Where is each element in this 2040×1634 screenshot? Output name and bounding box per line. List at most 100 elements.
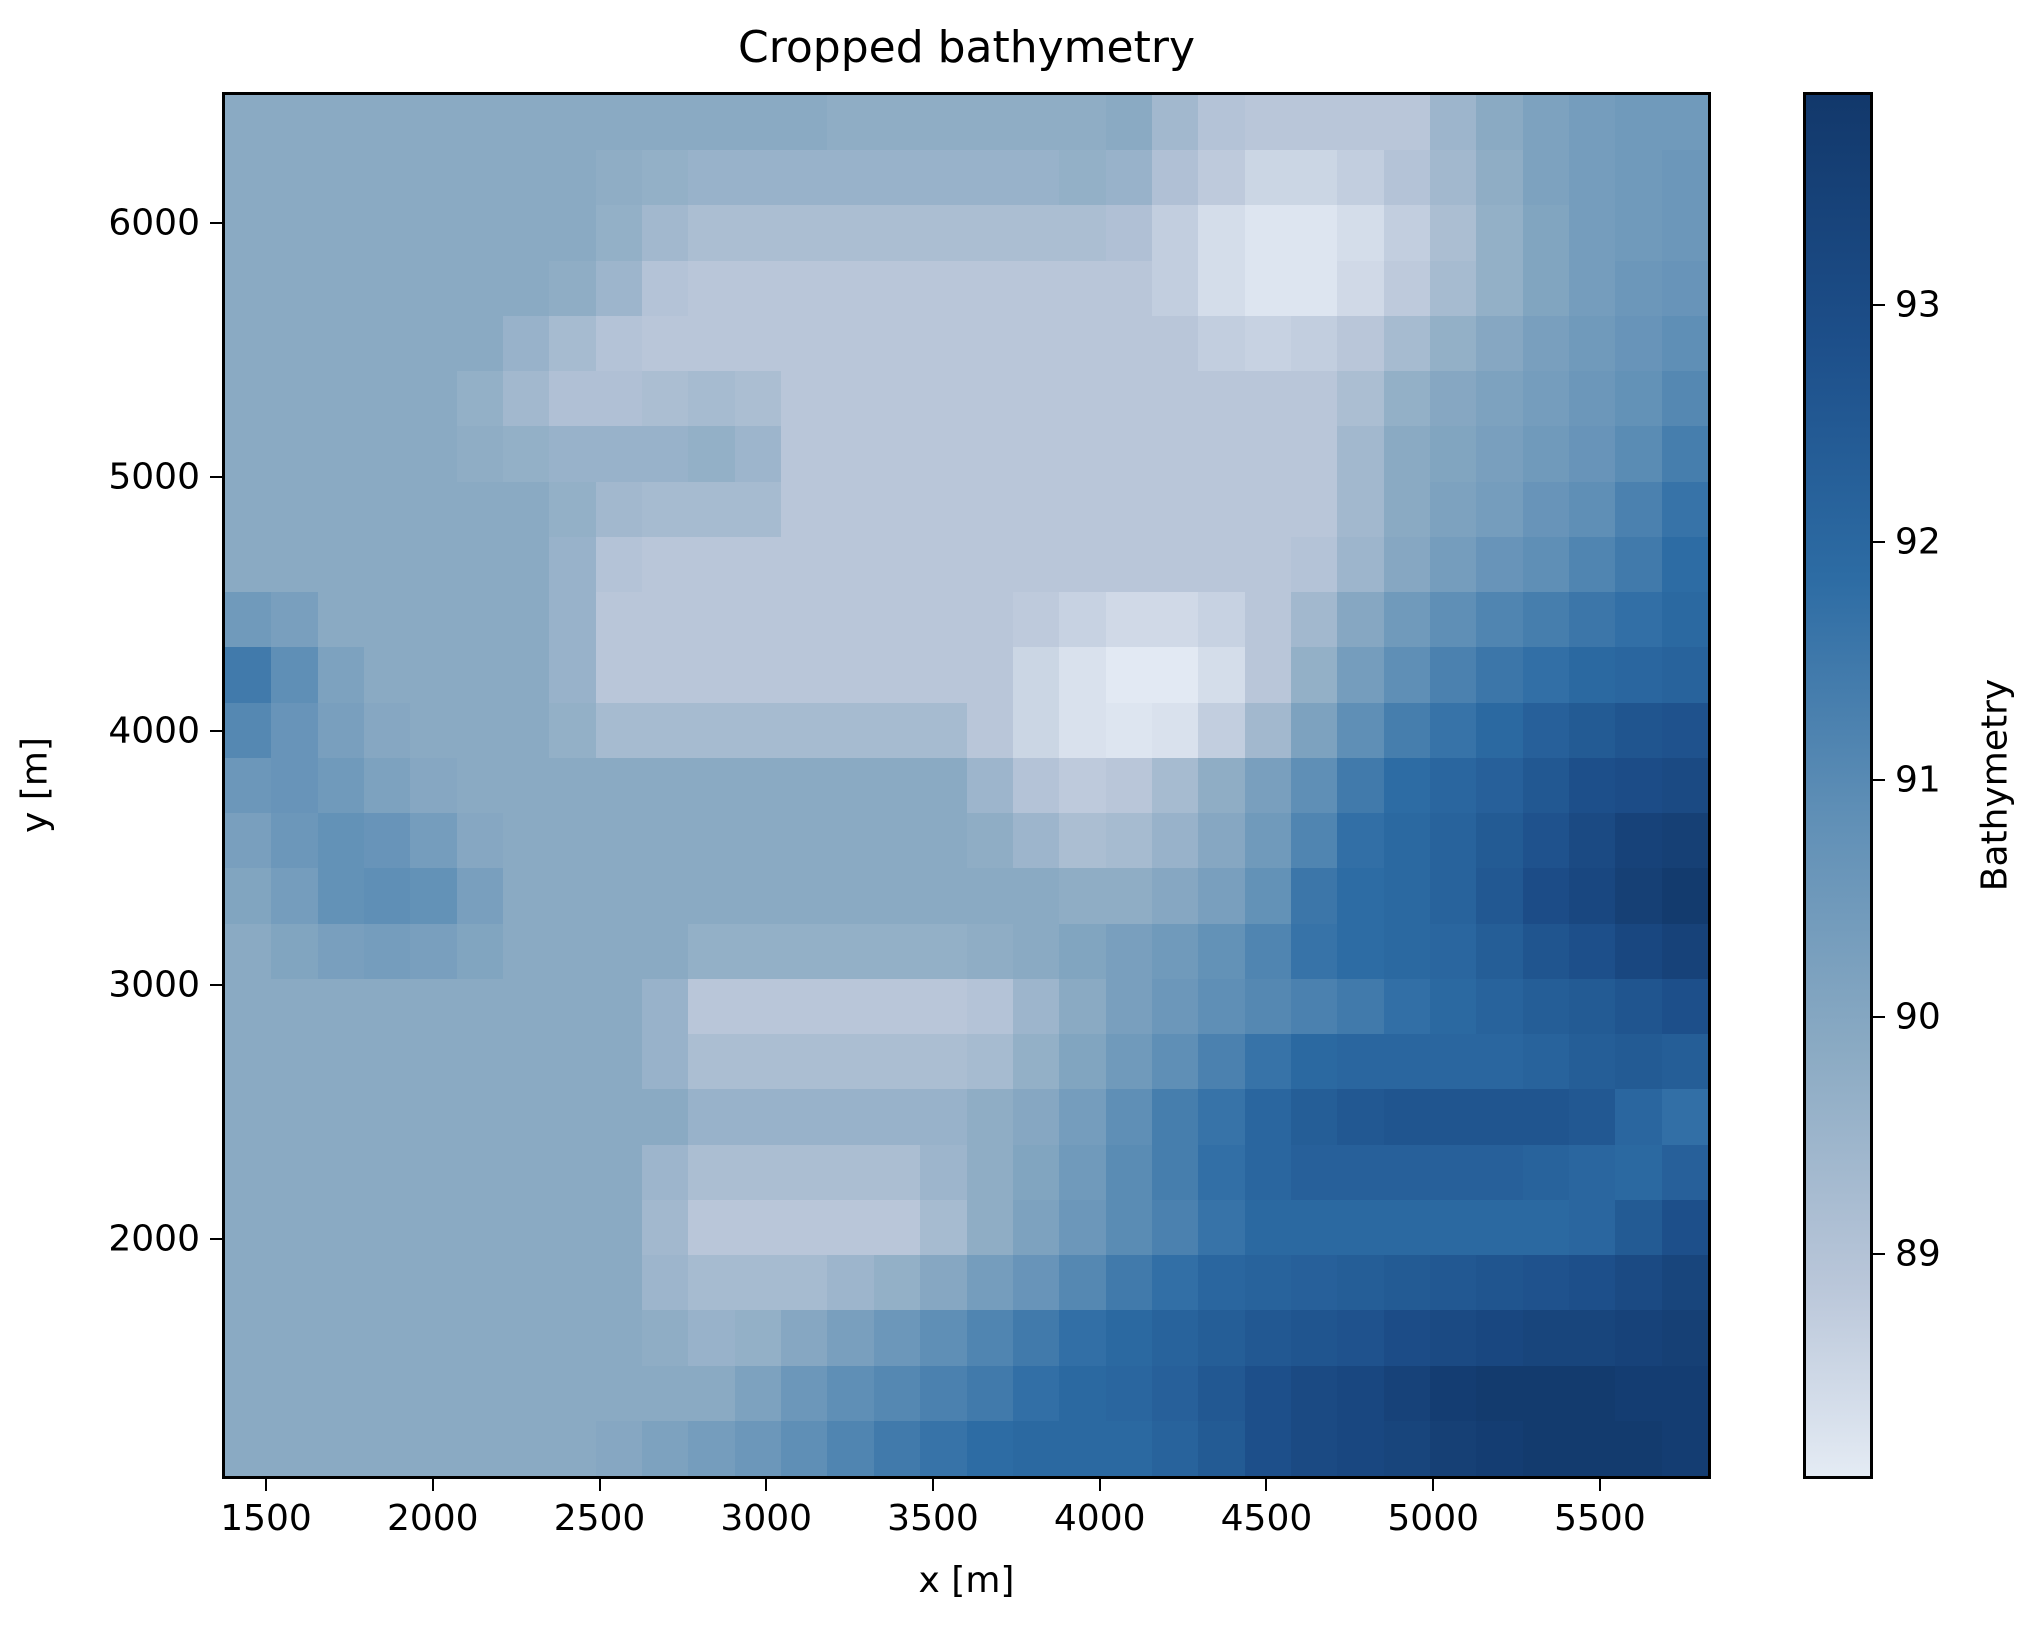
heatmap-cell (317, 1144, 365, 1200)
heatmap-cell (1522, 315, 1569, 372)
heatmap-cell (364, 426, 411, 482)
heatmap-cell (503, 205, 550, 261)
heatmap-cell (317, 1034, 365, 1090)
heatmap-cell (827, 260, 874, 316)
heatmap-cell (1151, 1255, 1199, 1311)
heatmap-cell (920, 592, 967, 648)
heatmap-cell (503, 481, 550, 537)
heatmap-cell (1568, 1420, 1616, 1476)
heatmap-cell (1151, 1034, 1199, 1090)
heatmap-cell (1476, 1034, 1523, 1090)
heatmap-cell (1012, 1034, 1060, 1090)
heatmap-cell (642, 205, 689, 261)
heatmap-cell (410, 592, 457, 648)
colorbar-tick-label: 89 (1895, 1233, 1941, 1275)
heatmap-cell (734, 757, 782, 814)
heatmap-cell (734, 481, 782, 537)
heatmap-cell (317, 260, 365, 316)
heatmap-cell (1059, 1420, 1106, 1476)
heatmap-cell (1198, 592, 1245, 648)
heatmap-cell (1059, 757, 1106, 814)
heatmap-cell (1429, 1255, 1477, 1311)
heatmap-cell (688, 426, 735, 482)
heatmap-cell (1244, 426, 1291, 482)
heatmap-cell (1244, 647, 1291, 703)
heatmap-cell (1105, 1144, 1152, 1200)
heatmap-cell (1383, 647, 1430, 703)
heatmap-cell (595, 95, 643, 151)
heatmap-cell (1290, 95, 1338, 151)
heatmap-cell (827, 757, 874, 814)
heatmap-cell (1568, 1034, 1616, 1090)
x-tick (1265, 1479, 1268, 1491)
heatmap-cell (1476, 371, 1523, 427)
x-tick (265, 1479, 268, 1491)
heatmap-cell (410, 95, 457, 151)
heatmap-cell (1198, 923, 1245, 979)
heatmap-cell (503, 1144, 550, 1200)
heatmap-cell (364, 1420, 411, 1476)
heatmap-cell (595, 868, 643, 924)
heatmap-cell (1476, 647, 1523, 703)
heatmap-cell (1661, 1310, 1708, 1366)
heatmap-cell (1198, 813, 1245, 869)
heatmap-cell (688, 150, 735, 206)
heatmap-cell (920, 260, 967, 316)
heatmap-cell (271, 1089, 318, 1145)
heatmap-cell (317, 150, 365, 206)
heatmap-cell (1244, 260, 1291, 316)
heatmap-cell (873, 1420, 921, 1476)
heatmap-cell (966, 813, 1013, 869)
heatmap-cell (1383, 205, 1430, 261)
heatmap-cell (317, 371, 365, 427)
x-tick-label: 4000 (1053, 1498, 1146, 1539)
heatmap-cell (781, 426, 828, 482)
heatmap-cell (1244, 1199, 1291, 1256)
heatmap-cell (688, 1420, 735, 1476)
heatmap-cell (1429, 1199, 1477, 1256)
heatmap-cell (642, 1199, 689, 1256)
heatmap-cell (642, 1034, 689, 1090)
heatmap-cell (1151, 923, 1199, 979)
heatmap-cell (549, 647, 596, 703)
x-tick (431, 1479, 434, 1491)
heatmap-cell (1476, 205, 1523, 261)
heatmap-cell (873, 1144, 921, 1200)
heatmap-cell (364, 1255, 411, 1311)
heatmap-cell (364, 1310, 411, 1366)
heatmap-cell (549, 978, 596, 1035)
heatmap-cell (873, 1310, 921, 1366)
heatmap-cell (1244, 481, 1291, 537)
heatmap-cell (1568, 702, 1616, 758)
heatmap-cell (873, 371, 921, 427)
heatmap-cell (1568, 1365, 1616, 1421)
heatmap-cell (1476, 1199, 1523, 1256)
heatmap-cell (1615, 95, 1662, 151)
heatmap-cell (1337, 1034, 1384, 1090)
heatmap-cell (827, 923, 874, 979)
heatmap-cell (1568, 1144, 1616, 1200)
x-tick (1098, 1479, 1101, 1491)
heatmap-cell (1198, 1255, 1245, 1311)
heatmap-cell (781, 1089, 828, 1145)
heatmap-cell (1105, 205, 1152, 261)
heatmap-cell (1198, 1365, 1245, 1421)
heatmap-cell (966, 592, 1013, 648)
heatmap-cell (781, 1310, 828, 1366)
heatmap-cell (549, 95, 596, 151)
heatmap-cell (1244, 1420, 1291, 1476)
heatmap-cell (1198, 481, 1245, 537)
heatmap-cell (1522, 150, 1569, 206)
colorbar-tick (1873, 1015, 1885, 1018)
heatmap-cell (1337, 205, 1384, 261)
heatmap-cell (1337, 95, 1384, 151)
heatmap-cell (1290, 592, 1338, 648)
heatmap-cell (873, 536, 921, 593)
heatmap-cell (873, 978, 921, 1035)
heatmap-cell (1198, 260, 1245, 316)
heatmap-cell (225, 536, 272, 593)
heatmap-cell (225, 150, 272, 206)
heatmap-cell (503, 813, 550, 869)
heatmap-cell (1615, 647, 1662, 703)
heatmap-cell (1476, 481, 1523, 537)
